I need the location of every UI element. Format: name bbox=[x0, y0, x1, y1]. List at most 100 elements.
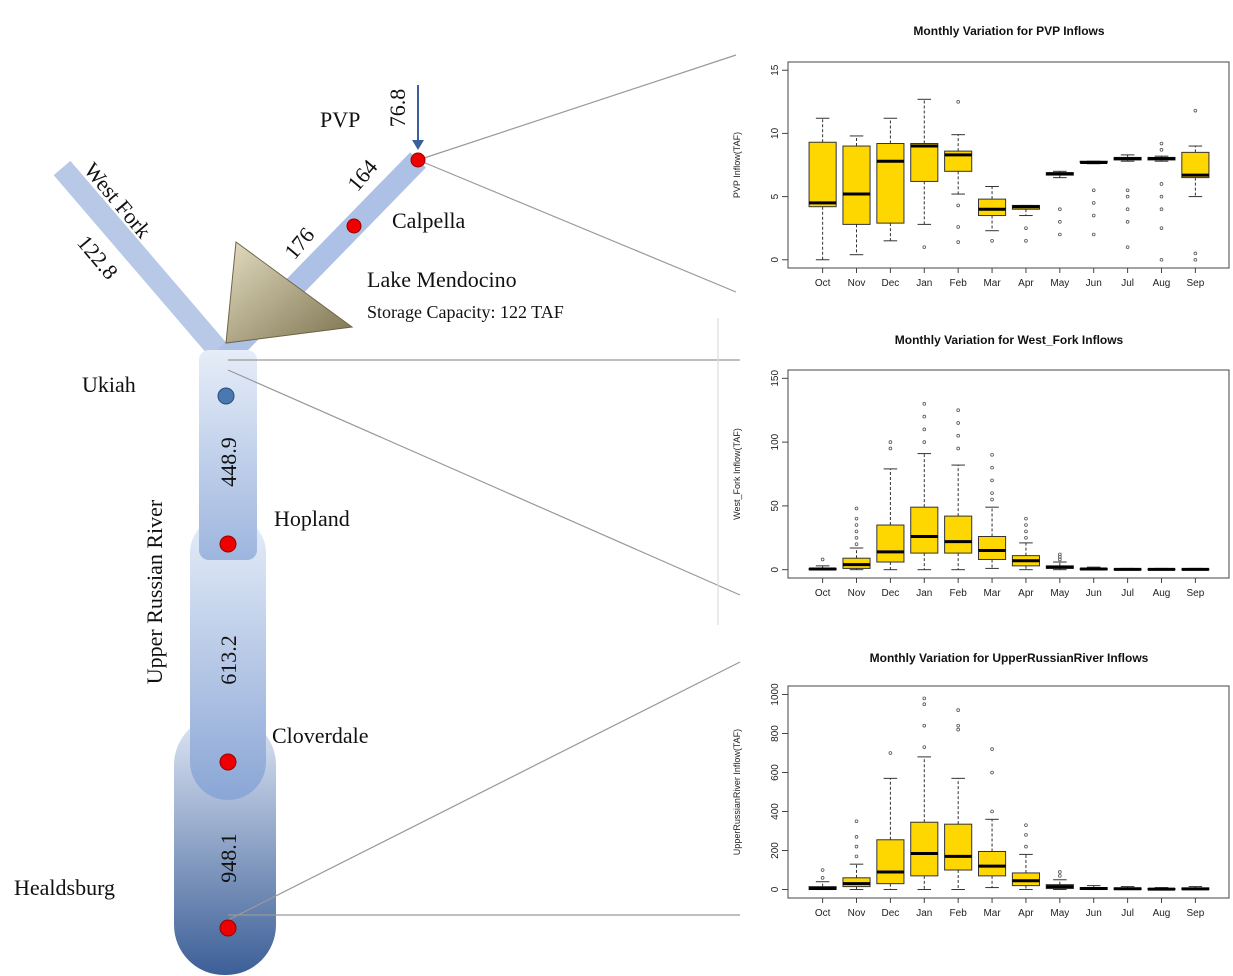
outlier bbox=[1091, 213, 1096, 218]
x-tick-label: Jun bbox=[1086, 278, 1102, 289]
x-tick-label: Apr bbox=[1018, 588, 1034, 599]
y-tick-label: 0 bbox=[770, 566, 781, 572]
x-tick-label: Jun bbox=[1086, 908, 1102, 919]
x-tick-label: Apr bbox=[1018, 278, 1034, 289]
x-tick-label: Oct bbox=[815, 908, 831, 919]
node-calpella bbox=[346, 218, 362, 234]
outlier bbox=[922, 440, 927, 444]
label: PVP bbox=[320, 107, 360, 132]
outlier bbox=[1024, 529, 1028, 534]
outlier bbox=[956, 240, 960, 244]
box bbox=[910, 506, 939, 554]
schematic: PVP 76.8 164 176 Calpella West Fork 122.… bbox=[14, 54, 741, 975]
outlier bbox=[888, 440, 893, 444]
outlier bbox=[922, 427, 927, 432]
outlier bbox=[1058, 874, 1062, 878]
box bbox=[876, 143, 905, 224]
y-tick-label: 100 bbox=[770, 433, 781, 450]
label: Upper Russian River bbox=[142, 499, 167, 684]
y-tick-label: 800 bbox=[770, 725, 781, 742]
x-tick-label: Aug bbox=[1153, 278, 1171, 289]
x-tick-label: Jul bbox=[1121, 278, 1134, 289]
x-tick-label: Aug bbox=[1153, 908, 1171, 919]
outlier bbox=[956, 203, 960, 208]
outlier bbox=[1159, 141, 1164, 146]
outlier bbox=[1024, 833, 1028, 837]
outlier bbox=[990, 747, 994, 751]
x-tick-label: Mar bbox=[983, 278, 1001, 289]
y-tick-label: 600 bbox=[770, 764, 781, 781]
label: 448.9 bbox=[216, 437, 241, 487]
chart-title: Monthly Variation for UpperRussianRiver … bbox=[870, 651, 1149, 665]
outlier bbox=[990, 770, 994, 775]
box bbox=[910, 143, 939, 182]
x-tick-label: Nov bbox=[848, 588, 866, 599]
outlier bbox=[956, 225, 960, 229]
box bbox=[978, 850, 1007, 877]
outlier bbox=[820, 876, 825, 880]
outlier bbox=[1058, 232, 1062, 237]
outlier bbox=[956, 727, 960, 732]
x-tick-label: Nov bbox=[848, 278, 866, 289]
y-tick-label: 200 bbox=[770, 842, 781, 859]
outlier bbox=[990, 491, 994, 495]
outlier bbox=[1024, 239, 1028, 243]
label: 948.1 bbox=[216, 833, 241, 883]
outlier bbox=[854, 854, 859, 859]
outlier bbox=[854, 535, 859, 540]
outlier bbox=[888, 751, 893, 755]
outlier bbox=[1058, 207, 1062, 212]
x-tick-label: Sep bbox=[1186, 278, 1204, 289]
x-tick-label: Feb bbox=[950, 588, 968, 599]
outlier bbox=[922, 402, 927, 406]
charts: Monthly Variation for PVP Inflows PVP Inf… bbox=[732, 24, 1230, 919]
y-axis-label: West_Fork Inflow(TAF) bbox=[732, 428, 742, 520]
outlier bbox=[1091, 188, 1096, 193]
x-tick-label: May bbox=[1050, 278, 1069, 289]
outlier bbox=[1159, 182, 1164, 186]
chart-title: Monthly Variation for West_Fork Inflows bbox=[895, 333, 1124, 347]
outlier bbox=[1193, 251, 1198, 256]
outlier bbox=[1159, 207, 1164, 212]
x-tick-label: May bbox=[1050, 908, 1069, 919]
x-tick-label: Mar bbox=[983, 908, 1001, 919]
x-tick-label: Jul bbox=[1121, 588, 1134, 599]
x-tick-label: May bbox=[1050, 588, 1069, 599]
node-ukiah bbox=[217, 387, 235, 405]
outlier bbox=[922, 702, 927, 707]
box bbox=[842, 145, 871, 225]
outlier bbox=[1125, 245, 1130, 249]
x-tick-label: Jan bbox=[916, 588, 932, 599]
x-tick-label: Jul bbox=[1121, 908, 1134, 919]
leader-lines bbox=[227, 54, 741, 921]
outlier bbox=[888, 446, 893, 451]
y-tick-label: 10 bbox=[770, 127, 781, 139]
box bbox=[978, 198, 1007, 217]
outlier bbox=[1125, 220, 1130, 224]
node-hopland bbox=[219, 535, 237, 553]
outlier bbox=[990, 465, 994, 470]
outlier bbox=[854, 506, 859, 511]
outlier bbox=[854, 529, 859, 534]
outlier bbox=[820, 868, 825, 872]
y-tick-label: 150 bbox=[770, 370, 781, 387]
x-tick-label: Oct bbox=[815, 278, 831, 289]
outlier bbox=[854, 542, 859, 546]
outlier bbox=[1024, 226, 1028, 230]
box bbox=[978, 536, 1007, 560]
box bbox=[1181, 151, 1210, 179]
x-tick-label: Dec bbox=[881, 588, 899, 599]
x-tick-label: Jan bbox=[916, 278, 932, 289]
label: Ukiah bbox=[82, 372, 136, 397]
y-tick-label: 0 bbox=[770, 257, 781, 263]
outlier bbox=[1058, 870, 1062, 874]
box bbox=[876, 839, 905, 885]
x-tick-label: Aug bbox=[1153, 588, 1171, 599]
x-tick-label: Dec bbox=[881, 908, 899, 919]
outlier bbox=[854, 835, 859, 839]
x-tick-label: Nov bbox=[848, 908, 866, 919]
y-axis-label: PVP Inflow(TAF) bbox=[732, 132, 742, 198]
outlier bbox=[1058, 552, 1062, 557]
outlier bbox=[956, 433, 960, 438]
y-axis-label: UpperRussianRiver Inflow(TAF) bbox=[732, 729, 742, 855]
